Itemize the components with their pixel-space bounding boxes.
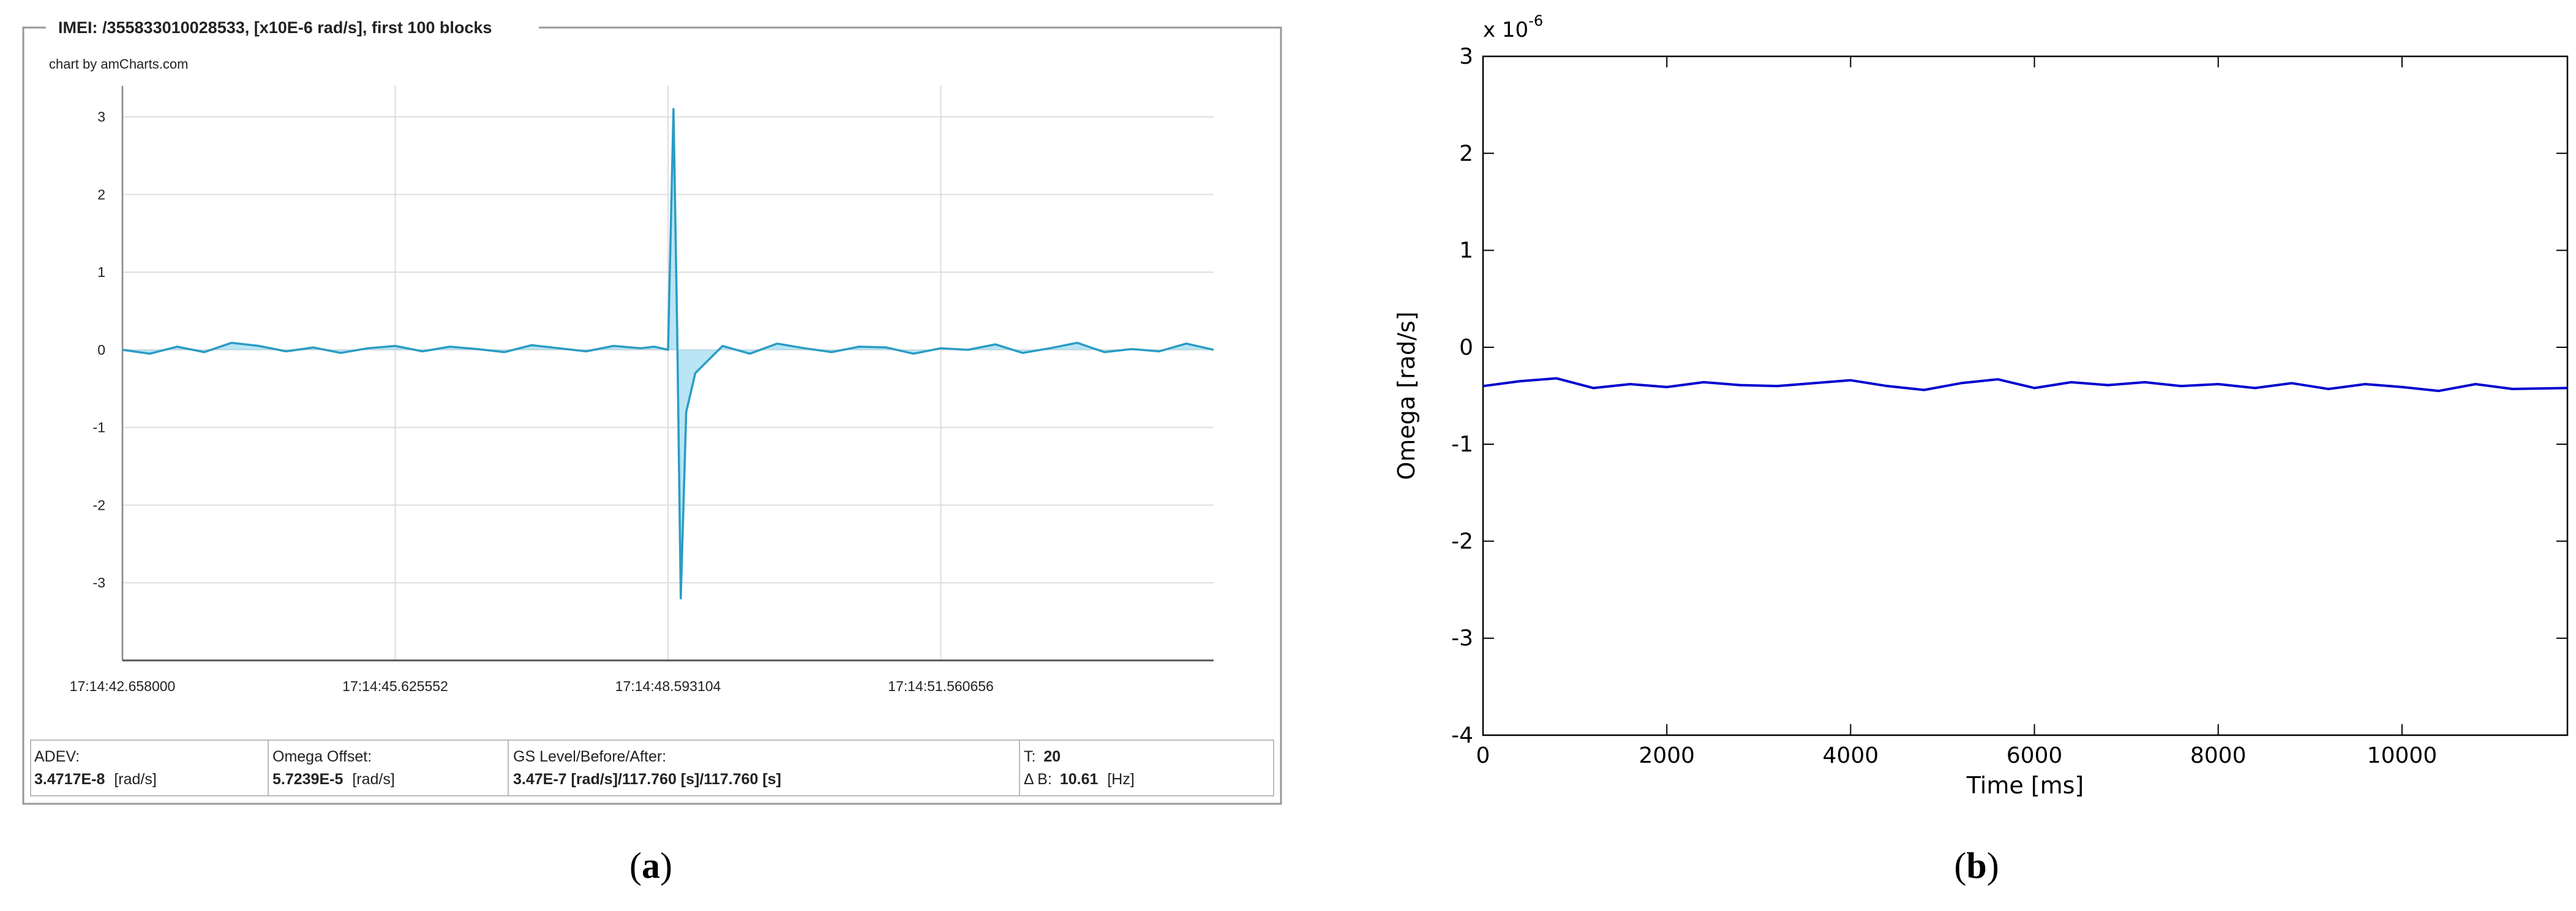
db-unit: [Hz] bbox=[1107, 771, 1134, 788]
chart-b-y-axis-label: Omega [rad/s] bbox=[1393, 311, 1420, 480]
chart-a-y-tick-label: 3 bbox=[97, 109, 105, 125]
chart-a-y-tick-label: -2 bbox=[93, 497, 105, 513]
t-label: T: bbox=[1024, 748, 1035, 765]
gs-value: 3.47E-7 [rad/s]/117.760 [s]/117.760 [s] bbox=[513, 771, 781, 788]
chart-a-y-tick-label: 0 bbox=[97, 342, 105, 358]
chart-b-y-tick-label: -4 bbox=[1451, 723, 1473, 748]
offset-value: 5.7239E-5 bbox=[272, 771, 343, 788]
chart-a-y-tick-label: 1 bbox=[97, 264, 105, 280]
adev-row: 3.4717E-8 [rad/s] bbox=[34, 771, 157, 788]
exponent-power: -6 bbox=[1528, 12, 1543, 29]
chart-a-plot: 17:14:42.658000 17:14:45.625552 17:14:48.5… bbox=[70, 86, 1214, 694]
offset-unit: [rad/s] bbox=[352, 771, 394, 788]
chart-b-y-tick-label: -3 bbox=[1451, 626, 1473, 651]
panel-b: -4 -3 -2 -1 0 1 2 3 0 2000 4000 6000 8000 10000 Time [… bbox=[1393, 12, 2569, 886]
chart-a-y-tick-label: -1 bbox=[93, 420, 105, 436]
panel-b-caption: (b) bbox=[1954, 845, 1999, 886]
chart-b-x-axis-label: Time [ms] bbox=[1966, 772, 2084, 799]
panel-a-frame bbox=[22, 26, 1282, 805]
chart-a-series-line bbox=[122, 108, 1214, 600]
chart-a-x-tick-label: 17:14:51.560656 bbox=[888, 678, 994, 694]
chart-b-x-tick-label: 2000 bbox=[1639, 743, 1695, 768]
panel-a-caption: (a) bbox=[629, 845, 672, 886]
chart-b-y-tick-label: 2 bbox=[1459, 141, 1473, 166]
chart-b-y-tick-label: 0 bbox=[1459, 335, 1473, 360]
chart-b-y-tick-label: 3 bbox=[1459, 44, 1473, 69]
db-value: 10.61 bbox=[1060, 771, 1098, 788]
chart-a-x-tick-label: 17:14:45.625552 bbox=[342, 678, 448, 694]
db-row: Δ B: 10.61 [Hz] bbox=[1024, 771, 1135, 788]
offset-row: 5.7239E-5 [rad/s] bbox=[272, 771, 395, 788]
chart-credit[interactable]: chart by amCharts.com bbox=[49, 56, 188, 72]
chart-b-x-tick-label: 0 bbox=[1476, 743, 1490, 768]
info-table-frame bbox=[30, 739, 1274, 796]
panel-a-legend-title: IMEI: /355833010028533, [x10E-6 rad/s], … bbox=[58, 18, 492, 37]
chart-b-x-tick-label: 10000 bbox=[2367, 743, 2438, 768]
chart-b-y-tick-label: -2 bbox=[1451, 529, 1473, 554]
panel-b-caption-letter: b bbox=[1966, 845, 1986, 886]
chart-b-series-line bbox=[1482, 377, 2568, 393]
chart-b-plot: -4 -3 -2 -1 0 1 2 3 0 2000 4000 6000 8000 10000 Time [… bbox=[1393, 44, 2569, 799]
chart-b-x-tick-label: 8000 bbox=[2190, 743, 2247, 768]
exponent-label: x 10-6 bbox=[1483, 12, 1543, 42]
chart-a-y-tick-label: -3 bbox=[93, 575, 105, 591]
offset-label: Omega Offset: bbox=[272, 748, 372, 765]
chart-b-x-tick-label: 4000 bbox=[1823, 743, 1879, 768]
info-table: ADEV: 3.4717E-8 [rad/s] Omega Offset: 5.… bbox=[30, 739, 1274, 796]
exponent-base: x 10 bbox=[1483, 18, 1528, 42]
chart-a-x-tick-label: 17:14:42.658000 bbox=[70, 678, 176, 694]
chart-a-x-tick-label: 17:14:48.593104 bbox=[615, 678, 721, 694]
chart-b-y-tick-label: -1 bbox=[1451, 432, 1473, 457]
adev-label: ADEV: bbox=[34, 748, 80, 765]
chart-b-y-tick-label: 1 bbox=[1459, 238, 1473, 263]
chart-b-x-tick-label: 6000 bbox=[2007, 743, 2063, 768]
t-value: 20 bbox=[1043, 748, 1061, 765]
panel-a: IMEI: /355833010028533, [x10E-6 rad/s], … bbox=[22, 18, 1282, 886]
chart-b-frame bbox=[1482, 55, 2569, 736]
chart-a-y-tick-label: 2 bbox=[97, 186, 105, 202]
panel-a-caption-letter: a bbox=[642, 845, 660, 886]
adev-unit: [rad/s] bbox=[114, 771, 156, 788]
db-label: Δ B: bbox=[1024, 771, 1052, 788]
gs-label: GS Level/Before/After: bbox=[513, 748, 666, 765]
t-row: T: 20 bbox=[1024, 748, 1061, 765]
adev-value: 3.4717E-8 bbox=[34, 771, 105, 788]
